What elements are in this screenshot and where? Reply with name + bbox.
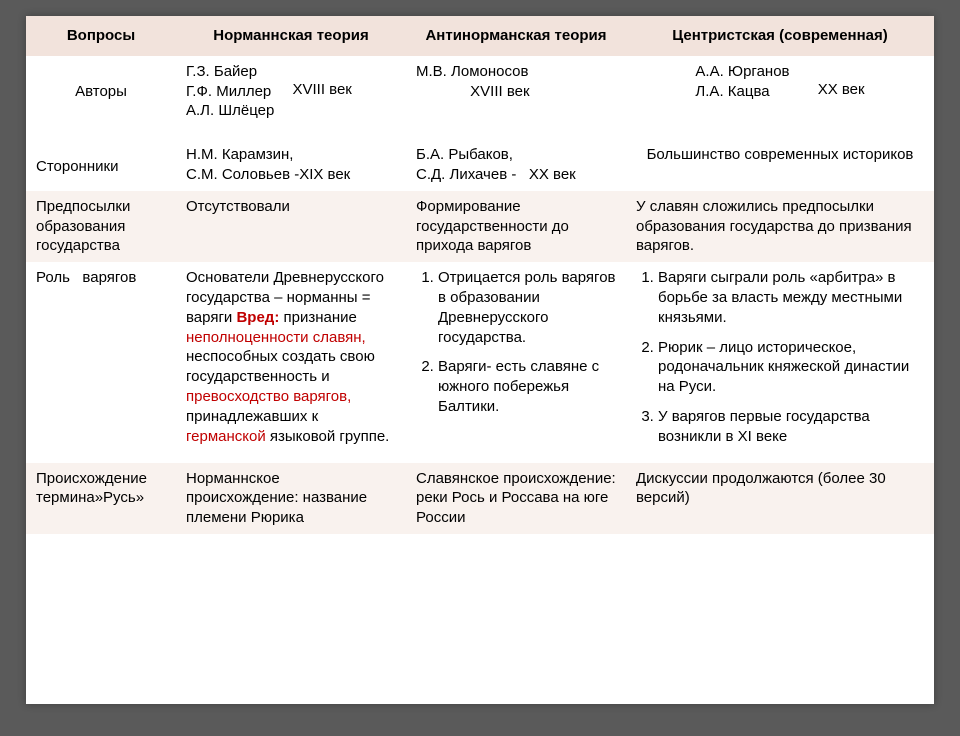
list-item: У варягов первые государства возникли в … <box>658 407 924 447</box>
list-item: Рюрик – лицо историческое, родоначальник… <box>658 338 924 397</box>
role-centr-list: Варяги сыграли роль «арбитра» в борьбе з… <box>636 268 924 446</box>
cell-authors-label: Авторы <box>26 56 176 127</box>
header-questions: Вопросы <box>26 16 176 56</box>
row-prereq: Предпосылки образования государства Отсу… <box>26 191 934 262</box>
row-role: Роль варягов Основатели Древнерусского г… <box>26 262 934 462</box>
cell-supporters-anti: Б.А. Рыбаков, С.Д. Лихачев - XX век <box>406 127 626 191</box>
cell-origin-norman: Норманнское происхождение: название плем… <box>176 463 406 534</box>
header-norman: Норманнская теория <box>176 16 406 56</box>
cell-authors-norman: Г.З. Байер Г.Ф. Миллер А.Л. Шлёцер XVIII… <box>176 56 406 127</box>
cell-authors-anti: М.В. Ломоносов XVIII век <box>406 56 626 127</box>
cell-prereq-norman: Отсутствовали <box>176 191 406 262</box>
cell-origin-centr: Дискуссии продолжаются (более 30 версий) <box>626 463 934 534</box>
row-supporters: Сторонники Н.М. Карамзин, С.М. Соловьев … <box>26 127 934 191</box>
header-antinorman: Антинорманская теория <box>406 16 626 56</box>
cell-role-anti: Отрицается роль варягов в образовании Др… <box>406 262 626 462</box>
cell-prereq-label: Предпосылки образования государства <box>26 191 176 262</box>
cell-origin-anti: Славянское происхождение: реки Рось и Ро… <box>406 463 626 534</box>
header-centrist: Центристская (современная) <box>626 16 934 56</box>
theories-table: Вопросы Норманнская теория Антинорманска… <box>26 16 934 534</box>
role-anti-list: Отрицается роль варягов в образовании Др… <box>416 268 616 417</box>
row-origin: Происхождение термина»Русь» Норманнское … <box>26 463 934 534</box>
cell-supporters-label: Сторонники <box>26 127 176 191</box>
cell-supporters-centr: Большинство современных историков <box>626 127 934 191</box>
cell-prereq-centr: У славян сложились предпосылки образован… <box>626 191 934 262</box>
list-item: Отрицается роль варягов в образовании Др… <box>438 268 616 347</box>
cell-origin-label: Происхождение термина»Русь» <box>26 463 176 534</box>
list-item: Варяги- есть славяне с южного побережья … <box>438 357 616 416</box>
cell-prereq-anti: Формирование государственности до приход… <box>406 191 626 262</box>
list-item: Варяги сыграли роль «арбитра» в борьбе з… <box>658 268 924 327</box>
cell-role-label: Роль варягов <box>26 262 176 462</box>
cell-supporters-norman: Н.М. Карамзин, С.М. Соловьев -XIX век <box>176 127 406 191</box>
cell-role-norman: Основатели Древнерусского государства – … <box>176 262 406 462</box>
table-header-row: Вопросы Норманнская теория Антинорманска… <box>26 16 934 56</box>
cell-role-centr: Варяги сыграли роль «арбитра» в борьбе з… <box>626 262 934 462</box>
row-authors: Авторы Г.З. Байер Г.Ф. Миллер А.Л. Шлёце… <box>26 56 934 127</box>
cell-authors-centr: А.А. Юрганов Л.А. Кацва XX век <box>626 56 934 127</box>
comparison-table-slide: { "colors": { "header_bg": "#f2e3dc", "b… <box>26 16 934 704</box>
